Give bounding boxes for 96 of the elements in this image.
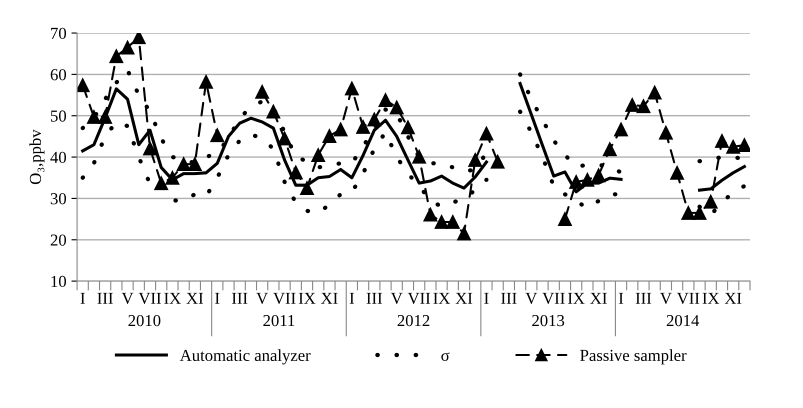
x-tick-label: XI [321, 292, 338, 304]
point [592, 168, 606, 182]
point [390, 100, 404, 114]
x-tick-label: VII [138, 292, 161, 304]
point [457, 226, 471, 241]
x-tick-label: III [97, 292, 113, 304]
x-tick-label: IX [433, 292, 450, 304]
point [176, 157, 191, 172]
y-tick-label: 30 [50, 193, 66, 204]
text: 2011 [263, 314, 294, 326]
point [288, 165, 303, 180]
x-tick-label: V [122, 292, 134, 304]
x-tick-label: III [501, 292, 517, 304]
point [658, 126, 673, 140]
point [311, 148, 326, 162]
legend-label: Automatic analyzer [180, 349, 311, 364]
point [109, 49, 124, 64]
point [278, 132, 292, 146]
x-tick-label: VII [676, 292, 700, 304]
point [322, 129, 336, 143]
point [726, 140, 740, 154]
point [558, 212, 572, 226]
point [86, 110, 101, 124]
point [625, 98, 640, 112]
point [569, 174, 584, 189]
x-tick-label: III [366, 292, 382, 304]
x-tick-label: III [232, 292, 248, 304]
point [614, 122, 628, 136]
y-axis-title: O₃,ppbv [29, 129, 44, 184]
x-tick-label: I [350, 292, 354, 304]
point [400, 120, 415, 134]
point [636, 99, 650, 114]
point [490, 154, 505, 169]
point [446, 215, 460, 229]
point [98, 110, 112, 124]
point [480, 126, 494, 140]
legend-label: σ [441, 352, 450, 362]
x-tick-label: VII [408, 292, 430, 304]
point [648, 86, 662, 100]
y-tick-label: 60 [50, 69, 66, 80]
x-tick-label: V [660, 292, 672, 304]
y-tick-label: 50 [50, 110, 66, 122]
legend-label: Passive sampler [580, 349, 686, 364]
y-tick-label: 10 [51, 276, 66, 288]
point [704, 194, 718, 209]
x-tick-label: V [525, 292, 538, 304]
point [681, 206, 696, 220]
x-tick-label: I [215, 292, 220, 304]
point [266, 104, 280, 119]
point [334, 122, 348, 136]
y-tick-label: 70 [51, 28, 66, 39]
point [602, 142, 617, 156]
x-tick-label: V [390, 292, 403, 304]
text: 2013 [532, 314, 564, 326]
x-tick-label: IX [702, 292, 720, 304]
text: 2012 [398, 314, 430, 326]
x-tick-label: IX [568, 292, 585, 304]
point [737, 138, 750, 152]
y-tick-label: 20 [50, 234, 66, 246]
x-tick-label: XI [186, 292, 204, 304]
x-tick-label: I [618, 292, 624, 304]
x-tick-label: IX [164, 292, 181, 304]
point [143, 141, 157, 156]
x-tick-label: XI [456, 292, 472, 304]
point [378, 93, 392, 107]
x-tick-label: III [636, 292, 652, 304]
point [344, 82, 359, 96]
x-tick-label: I [484, 292, 489, 304]
point [165, 170, 180, 185]
point [434, 215, 449, 229]
x-tick-label: I [80, 292, 85, 304]
point [423, 208, 438, 222]
point [580, 172, 594, 187]
point [120, 40, 134, 54]
text: 2014 [666, 314, 700, 326]
x-tick-label: XI [724, 292, 742, 304]
point [210, 128, 224, 142]
point [154, 176, 168, 190]
x-tick-label: IX [298, 292, 316, 304]
point [255, 84, 270, 99]
point [412, 150, 426, 164]
x-tick-label: VII [273, 292, 296, 304]
point [300, 181, 314, 196]
y-tick-label: 40 [50, 152, 66, 164]
point [77, 78, 90, 92]
text: 2010 [128, 314, 160, 326]
point [715, 134, 729, 148]
point [199, 74, 214, 89]
x-tick-label: XI [590, 292, 607, 304]
point [356, 120, 370, 134]
point [188, 157, 202, 172]
point [468, 153, 482, 167]
x-tick-label: V [256, 292, 268, 304]
x-tick-label: VII [542, 292, 565, 304]
point [367, 112, 382, 126]
point [670, 166, 684, 180]
